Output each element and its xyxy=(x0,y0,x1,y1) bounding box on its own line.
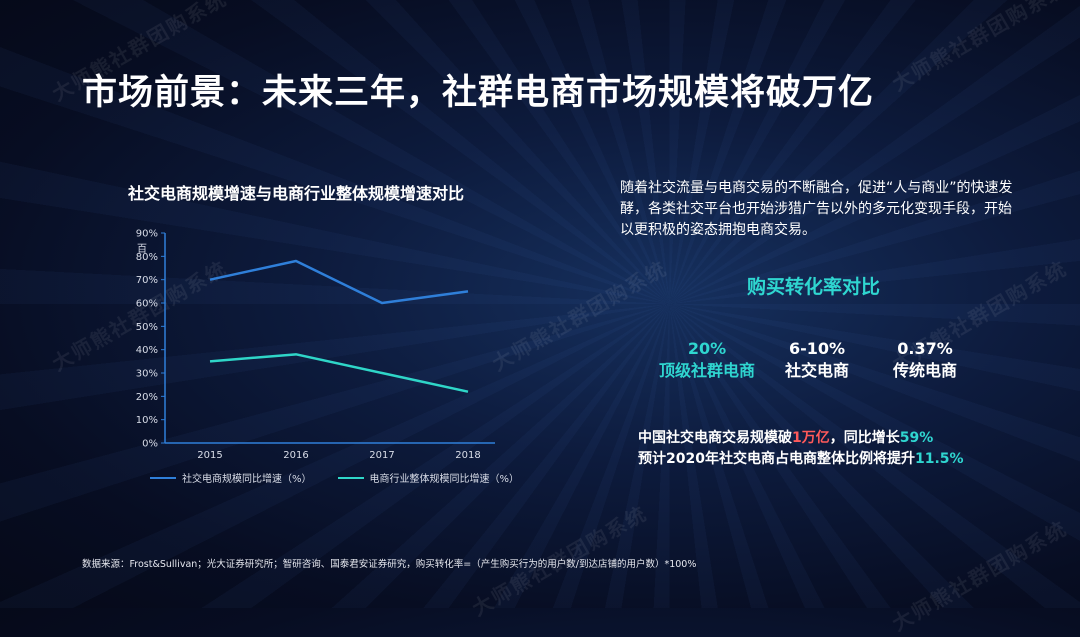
summary-highlight: 11.5% xyxy=(915,451,964,467)
legend-item-ecommerce: 电商行业整体规模同比增速（%） xyxy=(338,470,520,485)
y-tick-label: 20% xyxy=(136,392,158,403)
y-tick-label: 30% xyxy=(136,369,158,380)
series-line-1 xyxy=(210,354,468,391)
legend-item-social: 社交电商规模同比增速（%） xyxy=(150,470,312,485)
chart-title: 社交电商规模增速与电商行业整体规模增速对比 xyxy=(128,180,464,204)
rate-traditional: 0.37% 传统电商 xyxy=(880,338,970,382)
summary-line-2: 预计2020年社交电商占电商整体比例将提升11.5% xyxy=(638,449,964,470)
x-tick-label: 2015 xyxy=(197,450,222,461)
legend-label-ecommerce: 电商行业整体规模同比增速（%） xyxy=(370,470,520,485)
y-tick-label: 0% xyxy=(142,439,158,450)
legend-swatch-ecommerce xyxy=(338,477,364,479)
rate-label: 传统电商 xyxy=(880,360,970,382)
y-tick-label: 80% xyxy=(136,252,158,263)
watermark: 大师熊社群团购系统 xyxy=(486,252,672,376)
legend-swatch-social xyxy=(150,477,176,479)
watermark: 大师熊社群团购系统 xyxy=(886,0,1072,97)
conversion-title: 购买转化率对比 xyxy=(747,272,880,299)
summary-highlight: 1万亿 xyxy=(792,430,830,446)
x-tick-label: 2018 xyxy=(455,450,480,461)
page-title: 市场前景：未来三年，社群电商市场规模将破万亿 xyxy=(82,64,874,115)
y-tick-label: 90% xyxy=(136,229,158,240)
y-tick-label: 40% xyxy=(136,345,158,356)
rate-label: 顶级社群电商 xyxy=(652,360,762,382)
chart-legend: 社交电商规模同比增速（%） 电商行业整体规模同比增速（%） xyxy=(150,470,519,485)
description-text: 随着社交流量与电商交易的不断融合，促进“人与商业”的快速发酵，各类社交平台也开始… xyxy=(620,178,1020,241)
rate-value: 6-10% xyxy=(772,338,862,360)
summary: 中国社交电商交易规模破1万亿，同比增长59% 预计2020年社交电商占电商整体比… xyxy=(638,428,964,470)
summary-text: ，同比增长 xyxy=(830,430,900,446)
rate-top-community: 20% 顶级社群电商 xyxy=(652,338,762,382)
footnote: 数据来源：Frost&Sullivan；光大证券研究所；智研咨询、国泰君安证券研… xyxy=(82,556,696,570)
y-tick-label: 50% xyxy=(136,322,158,333)
series-line-0 xyxy=(210,261,468,303)
rate-value: 0.37% xyxy=(880,338,970,360)
summary-text: 预计2020年社交电商占电商整体比例将提升 xyxy=(638,451,915,467)
x-tick-label: 2016 xyxy=(283,450,308,461)
rate-social: 6-10% 社交电商 xyxy=(772,338,862,382)
summary-text: 中国社交电商交易规模破 xyxy=(638,430,792,446)
rate-label: 社交电商 xyxy=(772,360,862,382)
summary-line-1: 中国社交电商交易规模破1万亿，同比增长59% xyxy=(638,428,964,449)
x-tick-label: 2017 xyxy=(369,450,394,461)
watermark: 大师熊社群团购系统 xyxy=(886,512,1072,636)
y-tick-label: 10% xyxy=(136,415,158,426)
legend-label-social: 社交电商规模同比增速（%） xyxy=(182,470,312,485)
y-tick-label: 60% xyxy=(136,299,158,310)
summary-highlight: 59% xyxy=(900,430,934,446)
rate-value: 20% xyxy=(652,338,762,360)
y-tick-label: 70% xyxy=(136,275,158,286)
